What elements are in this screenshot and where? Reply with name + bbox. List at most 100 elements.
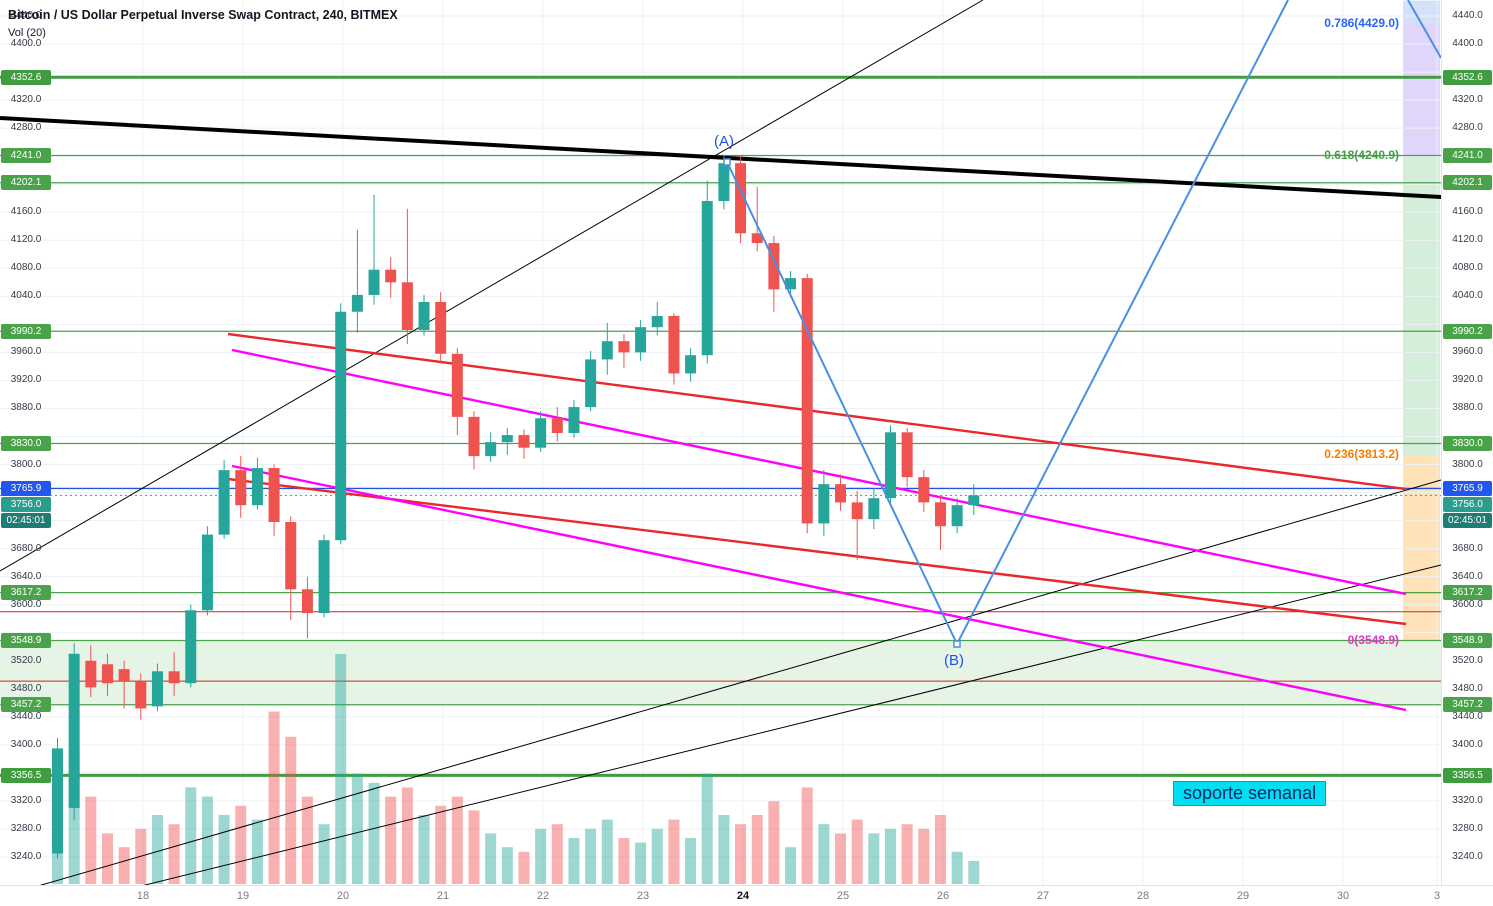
price-tick: 3640.0 bbox=[1452, 570, 1483, 582]
thin-ascending-line-steep[interactable] bbox=[0, 0, 984, 572]
volume-bar bbox=[418, 815, 430, 884]
volume-bar bbox=[268, 711, 280, 884]
candle-body bbox=[551, 418, 563, 433]
candle-body bbox=[235, 470, 247, 506]
candle-body bbox=[918, 477, 930, 503]
candle-body bbox=[885, 432, 896, 499]
price-tick: 3880.0 bbox=[10, 402, 42, 414]
volume-bar bbox=[151, 815, 163, 884]
volume-bar bbox=[101, 833, 113, 884]
thin-ascending-line-low[interactable] bbox=[59, 564, 1442, 906]
price-tick: 4160.0 bbox=[10, 206, 42, 218]
volume-bar bbox=[201, 796, 213, 884]
price-tick: 4120.0 bbox=[1452, 234, 1483, 246]
price-tick: 3320.0 bbox=[10, 794, 42, 806]
volume-bar bbox=[618, 838, 630, 884]
price-tick: 4400.0 bbox=[1452, 38, 1483, 50]
thick-black-downtrend-line[interactable] bbox=[0, 116, 1442, 199]
candle-body bbox=[485, 442, 497, 457]
price-tick: 3280.0 bbox=[10, 822, 42, 834]
price-level-badge: 3617.2 bbox=[1443, 585, 1492, 601]
price-tick: 3600.0 bbox=[10, 598, 42, 610]
price-tick: 3240.0 bbox=[1452, 850, 1483, 862]
volume-bar bbox=[535, 828, 547, 884]
candle-body bbox=[435, 301, 447, 354]
candle-body bbox=[335, 311, 347, 541]
price-tick: 3440.0 bbox=[10, 710, 42, 722]
price-tick: 3960.0 bbox=[1452, 346, 1483, 358]
volume-bar bbox=[335, 654, 347, 884]
candle-body bbox=[285, 521, 297, 590]
candle-body bbox=[318, 540, 330, 614]
candle-body bbox=[501, 435, 513, 443]
candle-body bbox=[685, 355, 697, 374]
volume-bar bbox=[185, 787, 197, 884]
price-level-badge: 4202.1 bbox=[1, 175, 51, 191]
symbol-title[interactable]: Bitcoin / US Dollar Perpetual Inverse Sw… bbox=[8, 8, 398, 22]
price-level-badge: 3765.9 bbox=[1443, 480, 1492, 496]
candle-body bbox=[768, 243, 780, 290]
price-axis-right[interactable]: 4440.0 4400.0 4320.0 4280.0 4160.0 4120.0 4080… bbox=[1441, 0, 1493, 885]
volume-bar bbox=[485, 833, 497, 884]
price-tick: 4440.0 bbox=[10, 10, 42, 21]
price-tick: 4280.0 bbox=[10, 122, 42, 134]
magenta-channel-upper[interactable] bbox=[231, 348, 1407, 596]
price-tick: 3400.0 bbox=[1452, 738, 1483, 750]
price-level-badge: 4352.6 bbox=[1, 69, 51, 85]
price-tick: 4400.0 bbox=[10, 38, 42, 50]
wave-marker[interactable] bbox=[723, 158, 731, 166]
bar-countdown-badge: 02:45:01 bbox=[1443, 513, 1492, 529]
volume-bar bbox=[768, 801, 780, 884]
wave-marker[interactable] bbox=[953, 640, 961, 648]
candle-body bbox=[52, 748, 63, 854]
price-level-badge: 3990.2 bbox=[1, 323, 51, 339]
volume-bar bbox=[635, 842, 647, 884]
thin-ascending-line-mid[interactable] bbox=[0, 479, 1442, 898]
time-tick: 26 bbox=[936, 890, 950, 902]
candle-body bbox=[901, 432, 913, 478]
fib-band bbox=[1403, 155, 1440, 456]
candle-body bbox=[368, 269, 380, 295]
volume-bar bbox=[751, 815, 763, 884]
volume-bar bbox=[685, 838, 697, 884]
magenta-channel-lower[interactable] bbox=[231, 464, 1407, 712]
volume-bar bbox=[968, 861, 980, 884]
wave-line[interactable] bbox=[1407, 0, 1442, 59]
volume-bar bbox=[885, 828, 896, 884]
candle-body bbox=[601, 341, 613, 360]
candle-body bbox=[185, 610, 197, 684]
candle-body bbox=[101, 664, 113, 684]
price-tick: 3600.0 bbox=[1452, 598, 1483, 610]
volume-bar bbox=[735, 824, 747, 884]
price-tick: 3240.0 bbox=[10, 850, 42, 862]
candle-body bbox=[468, 416, 480, 457]
volume-bar bbox=[785, 847, 797, 884]
red-channel-lower[interactable] bbox=[227, 477, 1407, 626]
price-tick: 3520.0 bbox=[10, 654, 42, 666]
time-tick: 22 bbox=[536, 890, 550, 902]
candle-body bbox=[968, 495, 980, 506]
chart-legend: Bitcoin / US Dollar Perpetual Inverse Sw… bbox=[8, 8, 398, 39]
price-tick: 3960.0 bbox=[10, 346, 42, 358]
time-tick: 20 bbox=[336, 890, 350, 902]
volume-bar bbox=[351, 773, 363, 884]
candle-body bbox=[118, 669, 130, 682]
candle-body bbox=[951, 505, 963, 527]
price-level-badge: 3356.5 bbox=[1, 767, 51, 783]
candle-body bbox=[218, 470, 230, 535]
candle-body bbox=[151, 671, 163, 707]
volume-indicator-label[interactable]: Vol (20) bbox=[8, 27, 46, 39]
volume-bar bbox=[801, 787, 813, 884]
fib-band bbox=[1403, 455, 1440, 641]
price-tick: 3640.0 bbox=[10, 570, 42, 582]
time-axis[interactable]: 18 19 20 21 22 23 24 25 26 27 28 29 30 3 bbox=[0, 885, 1493, 906]
candle-body bbox=[168, 671, 180, 684]
red-channel-upper[interactable] bbox=[227, 332, 1407, 491]
candle-body bbox=[568, 407, 580, 433]
volume-bar bbox=[451, 796, 463, 884]
price-axis-left[interactable]: 4440.0 4400.0 4320.0 4280.0 4160.0 4120.0 4080… bbox=[0, 0, 52, 885]
candle-body bbox=[851, 502, 863, 520]
volume-bar bbox=[85, 796, 97, 884]
